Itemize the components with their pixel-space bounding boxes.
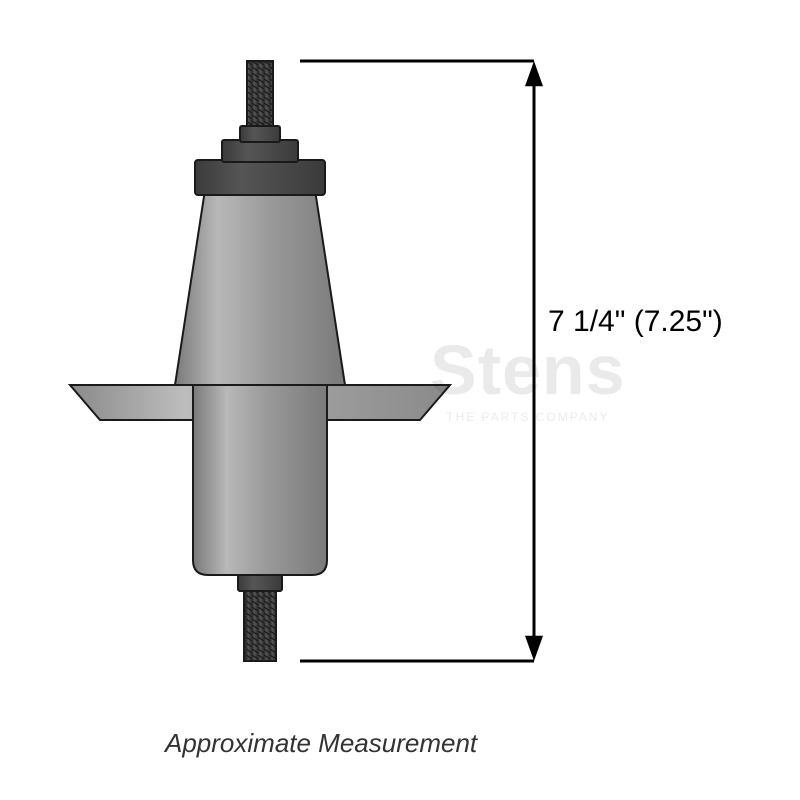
spindle-top-collar [240,126,280,142]
dimension-arrow-top [525,61,543,86]
spindle-assembly [70,61,450,661]
spindle-lower-housing [193,385,327,575]
spindle-upper-housing [175,190,345,385]
dimension-label: 7 1/4" (7.25") [548,305,723,339]
spindle-cap-step [222,140,298,162]
caption-text: Approximate Measurement [165,728,477,759]
spindle-top-thread [247,61,273,126]
spindle-cap-ring [195,160,325,195]
diagram-canvas [0,0,800,800]
spindle-bottom-collar [238,575,282,591]
dimension-arrow-bottom [525,636,543,661]
spindle-bottom-thread [244,591,276,661]
